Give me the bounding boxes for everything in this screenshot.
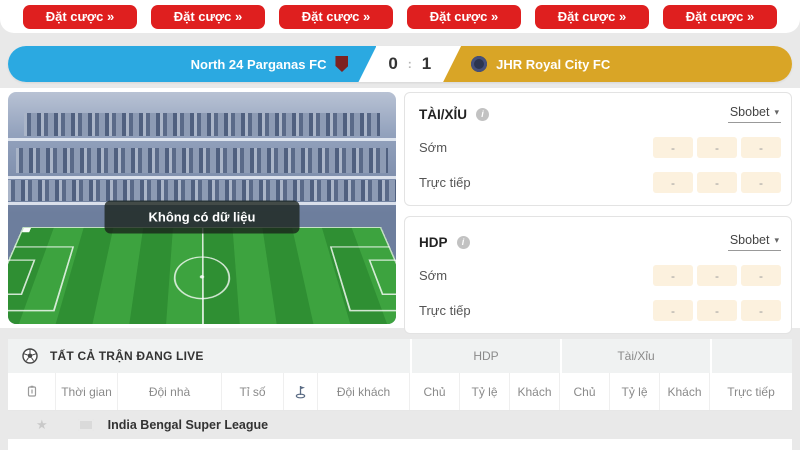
column-header-live: Trực tiếp: [727, 384, 775, 399]
odds-row-label: Sớm: [419, 268, 448, 283]
bet-button[interactable]: Đặt cược »: [279, 4, 393, 29]
table-column-header: Thời gian Đội nhà Tỉ số Đội khách Chủ Tỷ…: [8, 373, 792, 411]
favorite-star-icon[interactable]: ★: [36, 417, 48, 432]
odds-cells: - - -: [653, 300, 781, 321]
stadium-stand-tier: [15, 147, 389, 174]
league-flag-icon: [77, 419, 94, 431]
odds-row-live: Trực tiếp - - -: [419, 300, 781, 321]
odds-cells: - - -: [653, 265, 781, 286]
stadium-railing: [8, 138, 396, 142]
column-header-time: Thời gian: [56, 373, 118, 410]
favorites-column-header: [8, 373, 56, 410]
table-title: TẤT CẢ TRẬN ĐANG LIVE: [50, 349, 204, 363]
stadium-visualization: Không có dữ liệu: [8, 92, 396, 324]
odds-row-label: Trực tiếp: [419, 303, 471, 318]
odds-cell[interactable]: -: [741, 137, 781, 158]
odds-cells: - - -: [653, 172, 781, 193]
column-header-ou-home: Chủ: [560, 373, 610, 410]
odds-row-live: Trực tiếp - - -: [419, 172, 781, 193]
odds-cell[interactable]: -: [741, 172, 781, 193]
odds-cell[interactable]: -: [741, 300, 781, 321]
table-title-cell: TẤT CẢ TRẬN ĐANG LIVE: [8, 339, 410, 373]
info-icon[interactable]: i: [456, 235, 470, 249]
odds-row-early: Sớm - - -: [419, 137, 781, 158]
column-header-score: Tỉ số: [222, 373, 284, 410]
home-score: 0: [388, 54, 398, 73]
bet-button[interactable]: Đặt cược »: [663, 4, 777, 29]
table-group-header: TẤT CẢ TRẬN ĐANG LIVE HDP Tài/Xỉu: [8, 339, 792, 373]
panel-header: HDP i Sbobet ▾: [419, 233, 781, 251]
away-team-name: JHR Royal City FC: [496, 56, 611, 72]
provider-dropdown[interactable]: Sbobet ▾: [727, 233, 781, 251]
panel-title: TÀI/XỈU: [419, 106, 468, 122]
bet-button[interactable]: Đặt cược »: [535, 4, 649, 29]
chevron-down-icon: ▾: [774, 234, 779, 245]
away-team-section: JHR Royal City FC: [443, 46, 792, 82]
pin-shield-icon: [27, 385, 36, 397]
away-team-logo: [471, 56, 488, 72]
panel-header: TÀI/XỈU i Sbobet ▾: [419, 105, 781, 123]
provider-dropdown[interactable]: Sbobet ▾: [727, 105, 781, 123]
bet-button[interactable]: Đặt cược »: [151, 4, 265, 29]
league-name: India Bengal Super League: [107, 418, 269, 432]
column-header-away: Đội khách: [318, 373, 410, 410]
panel-hdp: HDP i Sbobet ▾ Sớm - - - Trực tiếp -: [404, 216, 792, 334]
column-header-ou-odds: Tỷ lệ: [610, 373, 660, 410]
odds-cell[interactable]: -: [653, 265, 693, 286]
odds-cell[interactable]: -: [653, 300, 693, 321]
league-row[interactable]: ★ India Bengal Super League: [8, 411, 792, 439]
odds-row-label: Trực tiếp: [419, 175, 471, 190]
odds-cell[interactable]: -: [653, 137, 693, 158]
home-team-logo: [335, 56, 348, 72]
panel-title: HDP: [419, 234, 448, 250]
home-team-name: North 24 Parganas FC: [190, 56, 327, 72]
stadium-railing: [8, 175, 396, 179]
away-score: 1: [421, 54, 432, 73]
column-header-hdp-home: Chủ: [410, 373, 460, 410]
table-body-blank: [8, 439, 792, 450]
goal-right: [22, 230, 31, 233]
odds-row-early: Sớm - - -: [419, 265, 781, 286]
bet-button[interactable]: Đặt cược »: [407, 4, 521, 29]
corner-flag-icon: [295, 385, 306, 398]
odds-cell[interactable]: -: [697, 300, 737, 321]
bet-button[interactable]: Đặt cược »: [23, 4, 137, 29]
score-display: 0 : 1: [376, 46, 443, 82]
home-team-section: North 24 Parganas FC: [8, 46, 376, 82]
match-detail-area: Không có dữ liệu TÀI/XỈU i Sbobet ▾ Sớm …: [0, 88, 800, 334]
odds-panels-column: TÀI/XỈU i Sbobet ▾ Sớm - - - Trực tiếp -: [404, 92, 792, 334]
soccer-ball-icon: [22, 348, 38, 364]
group-header-tai-xiu: Tài/Xỉu: [560, 339, 710, 373]
football-pitch: [8, 227, 396, 324]
pitch-zone: [8, 173, 396, 324]
provider-name: Sbobet: [729, 105, 770, 119]
column-header-hdp-away: Khách: [510, 373, 560, 410]
stadium-stand-tier: [23, 112, 381, 137]
odds-cell[interactable]: -: [697, 137, 737, 158]
odds-cell[interactable]: -: [697, 172, 737, 193]
match-score-bar: North 24 Parganas FC JHR Royal City FC 0…: [8, 46, 792, 82]
odds-cell[interactable]: -: [741, 265, 781, 286]
odds-cell[interactable]: -: [653, 172, 693, 193]
stadium-stand-tier: [8, 180, 396, 202]
corner-flag-column-header: [284, 373, 318, 410]
score-separator: :: [407, 57, 412, 71]
live-matches-table: TẤT CẢ TRẬN ĐANG LIVE HDP Tài/Xỉu Thời g…: [8, 339, 792, 450]
provider-name: Sbobet: [729, 233, 770, 247]
odds-cell[interactable]: -: [697, 265, 737, 286]
info-icon[interactable]: i: [476, 107, 490, 121]
group-header-spacer: [710, 339, 792, 373]
odds-row-label: Sớm: [419, 140, 448, 155]
bet-button-bar: Đặt cược » Đặt cược » Đặt cược » Đặt cượ…: [0, 0, 800, 33]
chevron-down-icon: ▾: [774, 106, 779, 117]
group-header-hdp: HDP: [410, 339, 560, 373]
panel-tai-xiu: TÀI/XỈU i Sbobet ▾ Sớm - - - Trực tiếp -: [404, 92, 792, 206]
column-header-home: Đội nhà: [118, 373, 222, 410]
odds-cells: - - -: [653, 137, 781, 158]
column-header-ou-away: Khách: [660, 373, 710, 410]
column-header-hdp-odds: Tỷ lệ: [460, 373, 510, 410]
no-data-overlay: Không có dữ liệu: [104, 200, 300, 234]
